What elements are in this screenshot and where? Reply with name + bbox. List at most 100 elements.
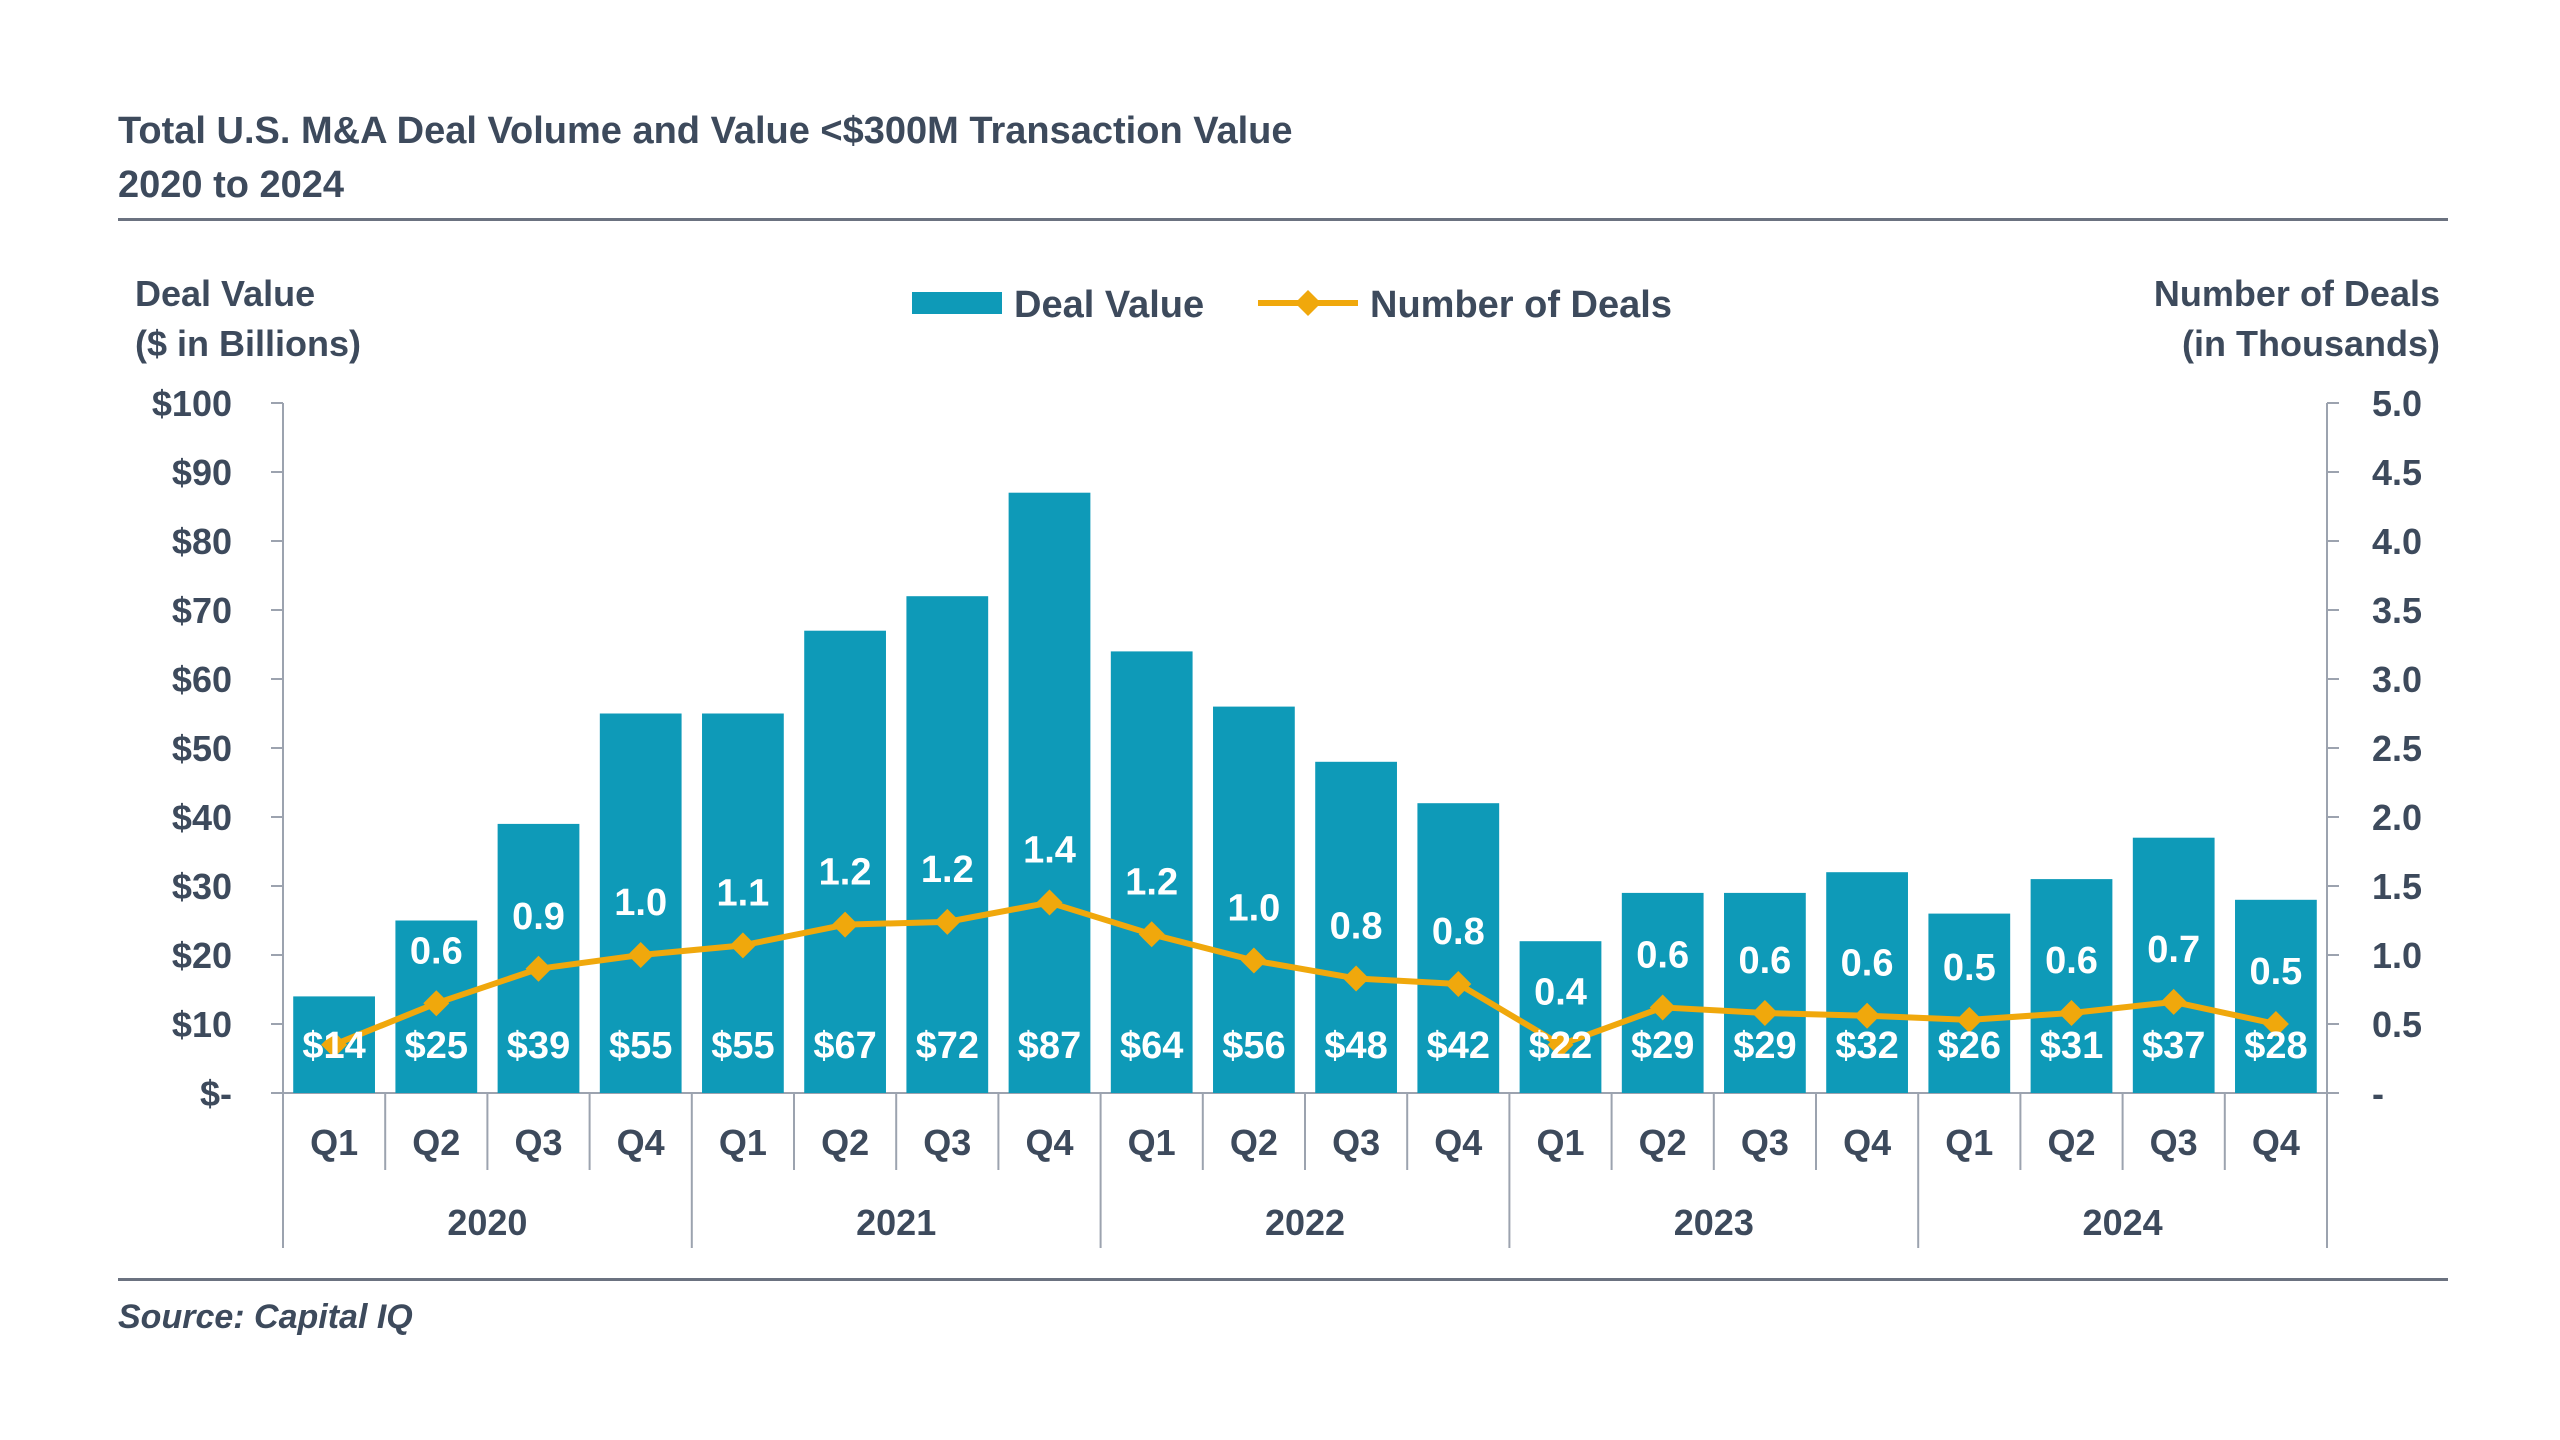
deal-value-bar — [1826, 872, 1908, 1093]
number-of-deals-label: 0.8 — [1330, 905, 1383, 947]
deal-value-label: $87 — [1018, 1025, 1081, 1067]
source-note: Source: Capital IQ — [118, 1298, 413, 1336]
right-tick-label: 1.0 — [2372, 935, 2422, 976]
chart-legend: Deal Value Number of Deals — [912, 284, 1672, 326]
left-axis-title-line2: ($ in Billions) — [135, 323, 361, 364]
left-tick-label: $100 — [152, 383, 232, 424]
deal-value-label: $22 — [1529, 1025, 1592, 1067]
year-label: 2024 — [2083, 1202, 2163, 1243]
number-of-deals-marker — [1343, 965, 1370, 992]
number-of-deals-marker — [321, 1031, 348, 1058]
deal-value-label: $37 — [2142, 1025, 2205, 1067]
quarter-label: Q1 — [719, 1122, 767, 1163]
left-tick-label: $- — [200, 1073, 232, 1114]
number-of-deals-marker — [2160, 988, 2187, 1015]
number-of-deals-marker — [1547, 1031, 1574, 1058]
left-tick-label: $50 — [172, 728, 232, 769]
quarter-label: Q4 — [617, 1122, 665, 1163]
quarter-label: Q1 — [1945, 1122, 1993, 1163]
quarter-label: Q4 — [1025, 1122, 1073, 1163]
number-of-deals-label: 1.2 — [1125, 861, 1178, 903]
year-label: 2020 — [447, 1202, 527, 1243]
quarter-label: Q3 — [1332, 1122, 1380, 1163]
right-tick-label: 2.5 — [2372, 728, 2422, 769]
number-of-deals-marker — [1036, 889, 1063, 916]
quarter-label: Q1 — [1128, 1122, 1176, 1163]
deal-value-label: $14 — [302, 1025, 365, 1067]
quarter-label: Q2 — [412, 1122, 460, 1163]
deal-value-label: $48 — [1324, 1025, 1387, 1067]
chart-title-line1: Total U.S. M&A Deal Volume and Value <$3… — [118, 110, 1293, 152]
number-of-deals-label: 0.6 — [1841, 943, 1894, 985]
number-of-deals-label: 0.8 — [1432, 911, 1485, 953]
right-tick-label: 1.5 — [2372, 866, 2422, 907]
deal-value-label: $26 — [1938, 1025, 2001, 1067]
year-label: 2022 — [1265, 1202, 1345, 1243]
legend-number-of-deals-marker — [1295, 290, 1321, 316]
deal-value-label: $67 — [813, 1025, 876, 1067]
number-of-deals-marker — [2058, 999, 2085, 1026]
deal-value-bar — [1519, 941, 1602, 1093]
quarter-label: Q3 — [923, 1122, 971, 1163]
deal-value-label: $39 — [507, 1025, 570, 1067]
number-of-deals-label: 0.5 — [1943, 947, 1996, 989]
number-of-deals-label: 0.6 — [2045, 940, 2098, 982]
number-of-deals-marker — [832, 911, 859, 938]
deal-value-bar — [1008, 492, 1091, 1093]
deal-value-bar — [1621, 892, 1704, 1093]
deal-value-label: $56 — [1222, 1025, 1285, 1067]
legend-number-of-deals-label: Number of Deals — [1370, 284, 1672, 326]
quarter-label: Q1 — [1536, 1122, 1584, 1163]
bar-series — [293, 492, 2317, 1093]
right-tick-label: 4.5 — [2372, 452, 2422, 493]
deal-value-label: $55 — [711, 1025, 774, 1067]
right-tick-label: - — [2372, 1073, 2384, 1114]
number-of-deals-label: 0.5 — [2249, 951, 2302, 993]
number-of-deals-marker — [1240, 947, 1267, 974]
left-tick-label: $40 — [172, 797, 232, 838]
number-of-deals-label: 1.4 — [1023, 830, 1076, 872]
right-tick-label: 3.0 — [2372, 659, 2422, 700]
deal-value-bar — [2030, 879, 2113, 1093]
deal-value-bar — [1213, 706, 1295, 1093]
number-of-deals-marker — [2262, 1011, 2289, 1037]
left-tick-label: $60 — [172, 659, 232, 700]
top-divider — [118, 218, 2448, 221]
quarter-label: Q4 — [1843, 1122, 1891, 1163]
quarter-label: Q2 — [1230, 1122, 1278, 1163]
chart-title-line2: 2020 to 2024 — [118, 164, 345, 206]
right-axis-title-line1: Number of Deals — [2154, 273, 2440, 314]
deal-value-bar — [599, 713, 682, 1093]
left-tick-label: $80 — [172, 521, 232, 562]
deal-value-label: $64 — [1120, 1025, 1183, 1067]
data-labels: $14 $25 $39 $55 $55 $67 $72 $87 $64 $56 $48 $42 $22 $… — [302, 830, 2307, 1067]
deal-value-bar — [2132, 837, 2215, 1093]
deal-value-bar — [702, 713, 784, 1093]
right-tick-label: 0.5 — [2372, 1004, 2422, 1045]
deal-value-bar — [1417, 803, 1500, 1093]
deal-value-label: $55 — [609, 1025, 672, 1067]
number-of-deals-label: 0.9 — [512, 896, 565, 938]
deal-value-label: $25 — [405, 1025, 468, 1067]
number-of-deals-line — [332, 899, 2277, 1048]
left-tick-label: $30 — [172, 866, 232, 907]
number-of-deals-marker — [1854, 1002, 1881, 1029]
quarter-label: Q3 — [1741, 1122, 1789, 1163]
number-of-deals-label: 1.2 — [819, 852, 872, 894]
deal-value-label: $29 — [1733, 1025, 1796, 1067]
number-of-deals-label: 1.0 — [1227, 888, 1280, 930]
number-of-deals-label: 0.6 — [410, 930, 463, 972]
quarter-label: Q3 — [2150, 1122, 2198, 1163]
deal-value-label: $32 — [1835, 1025, 1898, 1067]
number-of-deals-marker — [525, 955, 552, 982]
left-axis-title-line1: Deal Value — [135, 273, 315, 314]
number-of-deals-marker — [627, 942, 654, 968]
quarter-label: Q2 — [821, 1122, 869, 1163]
number-of-deals-label: 1.1 — [716, 872, 769, 914]
deal-value-bar — [1315, 761, 1397, 1093]
line-series — [321, 889, 2289, 1058]
combo-chart: Deal Value ($ in Billions) Number of Deals… — [135, 273, 2440, 1248]
number-of-deals-label: 0.7 — [2147, 929, 2200, 971]
quarter-label: Q2 — [1639, 1122, 1687, 1163]
deal-value-bar — [1110, 651, 1193, 1093]
